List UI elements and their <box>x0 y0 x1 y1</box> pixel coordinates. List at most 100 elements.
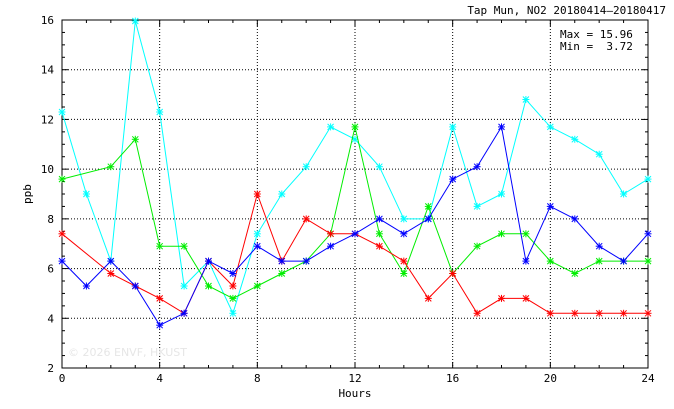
y-tick-label: 8 <box>47 213 54 226</box>
max-annotation: Max = 15.96 <box>560 28 633 41</box>
data-point <box>449 270 457 277</box>
data-point <box>180 282 188 290</box>
series-3 <box>58 123 652 329</box>
watermark-text: © 2026 ENVF, HKUST <box>68 346 187 359</box>
chart-title: Tap Mun, NO2 20180414–20180417 <box>467 4 666 17</box>
data-point <box>498 294 505 302</box>
data-point <box>131 135 139 143</box>
y-tick-label: 4 <box>47 312 54 325</box>
data-point <box>473 163 481 171</box>
data-point <box>644 257 652 265</box>
data-point <box>58 257 66 265</box>
data-point <box>546 123 554 131</box>
x-tick-label: 24 <box>641 372 655 385</box>
data-point <box>375 242 383 250</box>
x-tick-label: 4 <box>156 372 163 385</box>
data-point <box>205 257 212 265</box>
data-point <box>449 123 457 131</box>
data-point <box>82 190 90 198</box>
data-point <box>571 215 579 223</box>
data-point <box>400 270 408 277</box>
data-point <box>205 282 212 290</box>
y-tick-label: 12 <box>41 113 54 126</box>
series-line <box>61 192 648 315</box>
y-tick-label: 14 <box>41 64 55 77</box>
data-point <box>351 123 359 131</box>
data-point <box>595 150 603 158</box>
data-point <box>571 270 579 277</box>
series-2 <box>58 190 652 317</box>
y-tick-label: 6 <box>47 263 54 276</box>
data-point <box>595 309 603 317</box>
data-point <box>424 202 432 210</box>
data-point <box>620 190 628 198</box>
data-point <box>278 270 286 277</box>
data-point <box>58 108 66 116</box>
min-annotation: Min = 3.72 <box>560 40 633 53</box>
x-tick-labels: 0 4 8 12 16 20 24 <box>59 372 655 385</box>
data-point <box>498 230 505 238</box>
data-point <box>156 294 164 302</box>
data-point <box>253 282 261 290</box>
x-tick-label: 8 <box>254 372 261 385</box>
data-point <box>253 230 261 238</box>
data-point <box>180 242 188 250</box>
data-point <box>571 309 579 317</box>
data-point <box>180 309 188 317</box>
data-point <box>375 215 383 223</box>
data-point <box>253 190 261 198</box>
data-point <box>595 257 603 265</box>
data-point <box>546 309 554 317</box>
data-point <box>107 163 115 171</box>
data-point <box>473 202 481 210</box>
series-line <box>61 126 648 299</box>
data-point <box>229 309 237 317</box>
data-point <box>595 242 603 250</box>
data-point <box>522 294 530 302</box>
data-point <box>327 230 335 238</box>
data-point <box>424 294 432 302</box>
data-point <box>156 321 164 329</box>
data-point <box>546 202 554 210</box>
data-point <box>131 282 139 290</box>
data-point <box>522 96 530 103</box>
data-point <box>522 257 530 265</box>
x-axis-title: Hours <box>338 387 371 400</box>
x-tick-label: 12 <box>348 372 361 385</box>
data-point <box>522 230 530 238</box>
data-point <box>107 257 115 265</box>
y-tick-label: 16 <box>41 14 54 27</box>
data-point <box>229 294 237 302</box>
y-tick-labels: 2 4 6 8 10 12 14 16 <box>41 14 55 375</box>
data-point <box>156 242 164 250</box>
data-point <box>449 175 457 183</box>
y-axis-title: ppb <box>21 184 34 204</box>
data-point <box>253 242 261 250</box>
data-point <box>327 242 335 250</box>
data-point <box>620 309 628 317</box>
data-point <box>82 282 90 290</box>
data-point <box>473 309 481 317</box>
y-tick-label: 2 <box>47 362 54 375</box>
data-point <box>351 230 359 238</box>
data-point <box>107 270 115 277</box>
data-point <box>131 17 139 25</box>
data-point <box>400 215 408 223</box>
data-point <box>400 257 408 265</box>
data-point <box>58 230 66 238</box>
x-tick-label: 20 <box>544 372 557 385</box>
series-line <box>61 125 649 326</box>
data-point <box>498 190 505 198</box>
x-tick-label: 0 <box>59 372 66 385</box>
data-point <box>644 175 652 183</box>
data-point <box>278 190 286 198</box>
grid-lines <box>62 20 648 368</box>
data-point <box>644 230 652 238</box>
data-point <box>644 309 652 317</box>
data-point <box>498 123 505 131</box>
data-point <box>229 270 237 277</box>
x-tick-label: 16 <box>446 372 459 385</box>
data-point <box>571 135 579 143</box>
data-point <box>58 175 66 183</box>
